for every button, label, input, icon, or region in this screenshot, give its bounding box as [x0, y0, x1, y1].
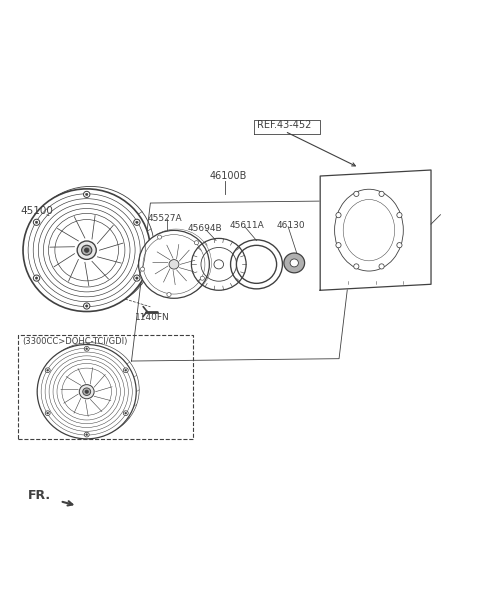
Text: 45611A: 45611A	[229, 221, 264, 230]
Ellipse shape	[33, 275, 40, 281]
Ellipse shape	[84, 248, 89, 253]
Ellipse shape	[85, 193, 88, 196]
Ellipse shape	[47, 412, 48, 414]
Ellipse shape	[354, 264, 359, 269]
Ellipse shape	[33, 219, 40, 225]
Ellipse shape	[79, 385, 94, 399]
Ellipse shape	[47, 369, 48, 371]
Ellipse shape	[45, 411, 50, 415]
Text: 45527A: 45527A	[148, 214, 183, 223]
Ellipse shape	[85, 390, 88, 394]
Ellipse shape	[82, 245, 92, 255]
Ellipse shape	[86, 434, 88, 435]
Ellipse shape	[157, 235, 162, 239]
Ellipse shape	[397, 212, 402, 218]
Ellipse shape	[336, 212, 341, 218]
Ellipse shape	[136, 277, 138, 279]
Ellipse shape	[134, 275, 140, 281]
Ellipse shape	[167, 293, 171, 297]
Ellipse shape	[194, 241, 199, 245]
Text: 45100: 45100	[21, 206, 54, 216]
Ellipse shape	[35, 277, 38, 279]
Ellipse shape	[123, 368, 128, 373]
Ellipse shape	[125, 412, 127, 414]
Text: 46130: 46130	[277, 221, 305, 230]
Text: 45694B: 45694B	[187, 224, 222, 233]
Ellipse shape	[84, 191, 90, 198]
Ellipse shape	[136, 221, 138, 224]
Text: 46100B: 46100B	[209, 172, 247, 182]
Ellipse shape	[77, 241, 96, 260]
Text: FR.: FR.	[28, 489, 51, 502]
Ellipse shape	[284, 253, 305, 273]
Ellipse shape	[45, 368, 50, 373]
Ellipse shape	[200, 276, 204, 280]
Ellipse shape	[134, 219, 140, 225]
Text: 45100: 45100	[61, 350, 92, 360]
Ellipse shape	[397, 242, 402, 248]
Ellipse shape	[84, 346, 89, 351]
Ellipse shape	[336, 242, 341, 248]
Ellipse shape	[214, 260, 224, 269]
Ellipse shape	[37, 345, 136, 439]
Ellipse shape	[35, 221, 38, 224]
Ellipse shape	[354, 191, 359, 196]
Ellipse shape	[83, 388, 91, 395]
Text: REF.43-452: REF.43-452	[256, 120, 311, 130]
Ellipse shape	[85, 305, 88, 307]
Ellipse shape	[169, 260, 179, 269]
Ellipse shape	[86, 348, 88, 350]
Ellipse shape	[139, 230, 209, 299]
Ellipse shape	[140, 267, 144, 271]
Ellipse shape	[84, 303, 90, 309]
Ellipse shape	[23, 189, 150, 312]
Ellipse shape	[290, 259, 299, 267]
Ellipse shape	[123, 411, 128, 415]
Ellipse shape	[125, 369, 127, 371]
Ellipse shape	[379, 191, 384, 196]
Text: 1140FN: 1140FN	[135, 313, 170, 323]
Ellipse shape	[84, 432, 89, 437]
Text: (3300CC>DOHC-TCI/GDI): (3300CC>DOHC-TCI/GDI)	[22, 336, 128, 346]
Bar	[18, 335, 193, 439]
Polygon shape	[320, 170, 431, 290]
Ellipse shape	[379, 264, 384, 269]
